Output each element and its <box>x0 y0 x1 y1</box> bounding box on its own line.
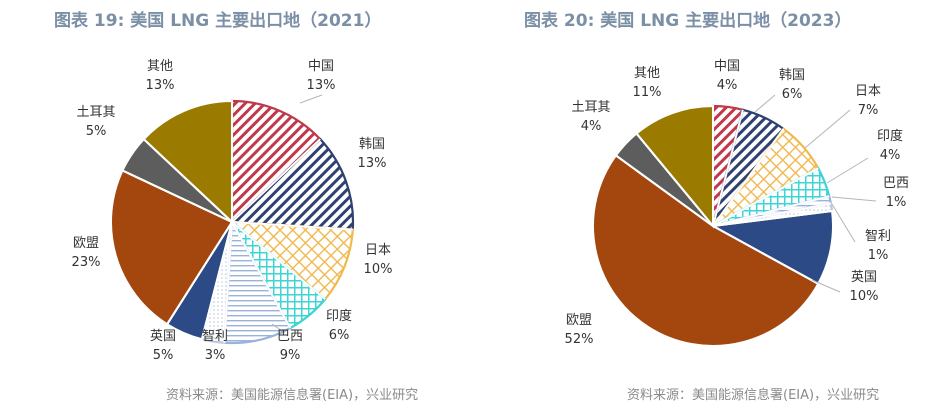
slice-name-eu: 欧盟 <box>566 313 592 328</box>
slice-value-chile: 3% <box>205 348 226 363</box>
pie-2021: 中国 13% 韩国 13% 日本 10% 印度 6% 巴西 9% 智利 3% 英国 5% 欧盟 23% 土耳其 5… <box>72 59 393 363</box>
slice-name-turkey: 土耳其 <box>76 105 115 120</box>
leader-line-chile <box>831 203 856 243</box>
slice-value-japan: 10% <box>364 262 393 277</box>
slice-value-japan: 7% <box>858 103 879 118</box>
leader-line-japan <box>804 109 851 149</box>
slice-value-eu: 52% <box>565 332 594 347</box>
slice-value-brazil: 1% <box>886 195 907 210</box>
slice-value-chile: 1% <box>868 248 889 263</box>
leader-line-korea <box>754 94 776 113</box>
slice-divider <box>712 202 832 227</box>
leader-line-india <box>826 157 869 184</box>
slice-divider <box>231 221 353 231</box>
slice-divider <box>223 221 233 343</box>
slice-name-brazil: 巴西 <box>277 329 303 344</box>
slice-name-other: 其他 <box>147 59 173 74</box>
slice-value-china: 13% <box>307 78 336 93</box>
source-note-right: 资料来源：美国能源信息署(EIA)，兴业研究 <box>627 388 880 403</box>
chart-title-2023: 图表 20: 美国 LNG 主要出口地（2023） <box>524 11 852 31</box>
source-note-left: 资料来源：美国能源信息署(EIA)，兴业研究 <box>166 388 419 403</box>
pie-slice-japan <box>228 220 354 301</box>
slice-value-uk: 10% <box>850 289 879 304</box>
slice-value-other: 11% <box>633 85 662 100</box>
slice-divider <box>712 209 833 227</box>
slice-divider <box>712 167 819 227</box>
pie-2023: 中国 4% 韩国 6% 日本 7% 印度 4% 巴西 1% 智利 1% 英国 10% 欧盟 52% 土耳其 4% 其… <box>565 59 909 347</box>
slice-name-eu: 欧盟 <box>73 236 99 251</box>
slice-name-india: 印度 <box>877 128 903 144</box>
slice-divider <box>231 138 321 223</box>
slice-name-uk: 英国 <box>851 270 877 285</box>
slice-divider <box>712 225 819 285</box>
slice-name-japan: 日本 <box>365 243 391 258</box>
slice-name-uk: 英国 <box>150 329 176 344</box>
slice-name-other: 其他 <box>634 66 660 81</box>
slice-divider <box>615 154 714 227</box>
slice-divider <box>712 128 785 227</box>
slice-value-india: 4% <box>880 148 901 163</box>
slice-name-china: 中国 <box>714 59 740 74</box>
pie-slice-other <box>635 104 714 229</box>
leader-line-brazil <box>831 196 877 202</box>
slice-name-korea: 韩国 <box>779 68 805 83</box>
slice-divider <box>166 221 233 325</box>
slice-name-india: 印度 <box>326 308 352 324</box>
slice-value-korea: 13% <box>358 156 387 171</box>
pie-slice-eu <box>110 169 234 326</box>
slice-name-china: 中国 <box>308 59 334 74</box>
slice-value-korea: 6% <box>782 87 803 102</box>
slice-name-chile: 智利 <box>202 329 228 344</box>
slice-divider <box>712 195 830 227</box>
slice-divider <box>122 169 233 223</box>
pie-slice-korea <box>229 137 355 231</box>
chart-title-2021: 图表 19: 美国 LNG 主要出口地（2021） <box>54 11 382 31</box>
pie-slice-eu <box>592 154 820 347</box>
slice-divider <box>200 221 233 340</box>
slice-name-turkey: 土耳其 <box>571 100 610 115</box>
slice-value-eu: 23% <box>72 255 101 270</box>
slice-divider <box>231 221 292 329</box>
pie-slice-china <box>230 99 322 225</box>
leader-line-china <box>299 94 323 104</box>
slice-name-korea: 韩国 <box>359 137 385 152</box>
slice-name-brazil: 巴西 <box>883 176 909 191</box>
slice-divider <box>635 132 714 227</box>
pie-slice-other <box>142 99 233 225</box>
slice-name-chile: 智利 <box>865 229 891 244</box>
slice-value-other: 13% <box>146 78 175 93</box>
slice-value-brazil: 9% <box>280 348 301 363</box>
slice-divider <box>143 138 233 223</box>
slice-value-india: 6% <box>329 328 350 343</box>
slice-value-turkey: 4% <box>581 119 602 134</box>
slice-name-japan: 日本 <box>855 84 881 99</box>
leader-line-brazil <box>271 323 286 334</box>
slice-divider <box>231 221 326 300</box>
slice-value-uk: 5% <box>153 348 174 363</box>
slice-value-china: 4% <box>717 78 738 93</box>
slice-divider <box>712 109 744 227</box>
leader-line-uk <box>811 279 841 293</box>
slice-value-turkey: 5% <box>86 124 107 139</box>
